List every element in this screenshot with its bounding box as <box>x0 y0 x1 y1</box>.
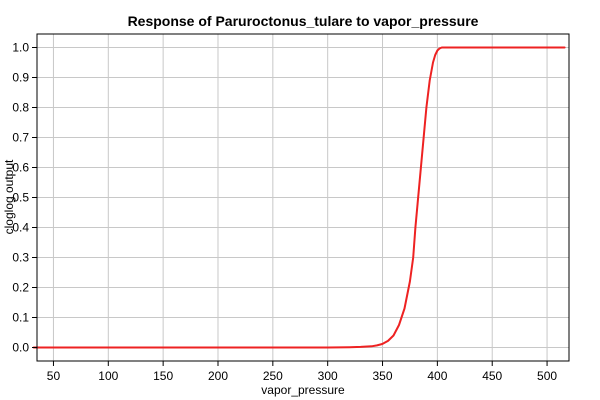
x-tick-label: 100 <box>98 369 118 383</box>
y-tick-label: 0.1 <box>12 311 29 325</box>
x-tick-label: 450 <box>482 369 502 383</box>
y-tick-label: 0.4 <box>12 221 29 235</box>
x-axis-label: vapor_pressure <box>261 383 345 397</box>
x-tick-label: 400 <box>427 369 447 383</box>
ticks: 50 100 150 200 250 300 350 400 450 500 0.0 0.1 0.2 0.… <box>12 41 557 384</box>
chart-title: Response of Paruroctonus_tulare to vapor… <box>128 13 479 29</box>
x-tick-label: 150 <box>153 369 173 383</box>
y-tick-label: 0.2 <box>12 281 29 295</box>
series-layer <box>32 46 566 349</box>
y-tick-label: 0.7 <box>12 131 29 145</box>
response-curve <box>32 46 566 349</box>
y-tick-label: 0.3 <box>12 251 29 265</box>
x-tick-label: 250 <box>263 369 283 383</box>
x-tick-label: 300 <box>318 369 338 383</box>
y-tick-label: 0.9 <box>12 71 29 85</box>
y-tick-label: 0.6 <box>12 161 29 175</box>
y-tick-label: 0.5 <box>12 191 29 205</box>
x-tick-label: 50 <box>47 369 61 383</box>
y-tick-label: 0.8 <box>12 101 29 115</box>
x-tick-label: 500 <box>537 369 557 383</box>
y-tick-label: 0.0 <box>12 341 29 355</box>
x-tick-label: 200 <box>208 369 228 383</box>
y-tick-label: 1.0 <box>12 41 29 55</box>
x-tick-label: 350 <box>373 369 393 383</box>
grid <box>37 34 569 361</box>
y-axis-label: cloglog output <box>2 159 16 234</box>
